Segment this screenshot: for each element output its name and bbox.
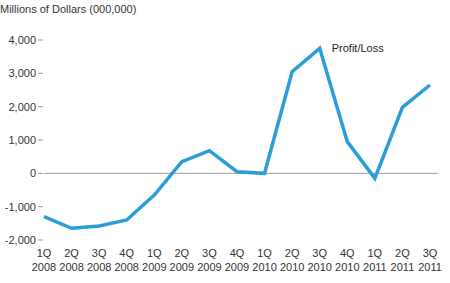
- x-tick-label: 4Q 2009: [225, 247, 249, 273]
- x-tick-label-line: 3Q: [423, 247, 438, 259]
- series-label: Profit/Loss: [332, 42, 384, 54]
- x-tick-label-line: 1Q: [37, 247, 52, 259]
- y-tick-label: 3,000: [8, 67, 36, 79]
- x-tick-label-line: 2011: [363, 261, 387, 273]
- y-tick-label: -2,000: [5, 234, 36, 246]
- x-tick-label-line: 2009: [225, 261, 249, 273]
- x-tick-label-line: 2008: [87, 261, 111, 273]
- x-tick-label-line: 2010: [252, 261, 276, 273]
- x-tick-label: 2Q 2009: [170, 247, 194, 273]
- x-tick-label: 2Q 2008: [59, 247, 83, 273]
- y-tick: [38, 206, 43, 207]
- x-tick-label: 4Q 2008: [114, 247, 138, 273]
- x-tick-label-line: 2008: [59, 261, 83, 273]
- x-tick-label-line: 2009: [197, 261, 221, 273]
- y-tick: [38, 173, 43, 174]
- x-tick-label: 2Q 2010: [280, 247, 304, 273]
- x-tick-label-line: 1Q: [368, 247, 383, 259]
- y-tick-label: 1,000: [8, 134, 36, 146]
- x-tick-label-line: 4Q: [230, 247, 245, 259]
- x-tick-label: 3Q 2011: [418, 247, 442, 273]
- series-line: [44, 48, 430, 228]
- x-tick-label-line: 2Q: [64, 247, 79, 259]
- y-tick-label: -1,000: [5, 201, 36, 213]
- plot-area: [44, 48, 430, 228]
- x-tick-label-line: 4Q: [340, 247, 355, 259]
- x-tick-label: 3Q 2008: [87, 247, 111, 273]
- x-tick-label: 4Q 2010: [335, 247, 359, 273]
- x-tick-label-line: 2011: [391, 261, 415, 273]
- x-tick-label: 3Q 2010: [307, 247, 331, 273]
- y-tick: [38, 140, 43, 141]
- x-tick-label-line: 2009: [142, 261, 166, 273]
- y-tick-label: 2,000: [8, 101, 36, 113]
- x-tick-label-line: 2011: [418, 261, 442, 273]
- chart: Millions of Dollars (000,000) -2,000 -1,00…: [0, 0, 450, 283]
- x-tick-label-line: 1Q: [257, 247, 272, 259]
- x-tick-label-line: 2010: [335, 261, 359, 273]
- x-tick-label: 1Q 2008: [32, 247, 56, 273]
- x-tick-label: 1Q 2010: [252, 247, 276, 273]
- x-tick-label-line: 4Q: [119, 247, 134, 259]
- x-tick-label-line: 2008: [114, 261, 138, 273]
- y-tick: [38, 40, 43, 41]
- x-tick-label: 1Q 2011: [363, 247, 387, 273]
- x-tick-label-line: 2010: [280, 261, 304, 273]
- y-tick: [38, 73, 43, 74]
- x-tick-label-line: 2Q: [395, 247, 410, 259]
- x-tick-label-line: 3Q: [202, 247, 217, 259]
- x-tick-label-line: 2008: [32, 261, 56, 273]
- x-tick-label: 2Q 2011: [391, 247, 415, 273]
- y-axis-title: Millions of Dollars (000,000): [0, 3, 136, 15]
- x-tick-label: 3Q 2009: [197, 247, 221, 273]
- y-tick: [38, 240, 43, 241]
- y-tick-label: 4,000: [8, 34, 36, 46]
- y-tick-label: 0: [30, 167, 36, 179]
- x-tick-label-line: 1Q: [147, 247, 162, 259]
- y-tick: [38, 106, 43, 107]
- x-tick-label-line: 2Q: [285, 247, 300, 259]
- x-tick-label-line: 3Q: [312, 247, 327, 259]
- x-tick-label-line: 2Q: [175, 247, 190, 259]
- x-tick-label-line: 3Q: [92, 247, 107, 259]
- x-tick-label-line: 2010: [307, 261, 331, 273]
- x-tick-label: 1Q 2009: [142, 247, 166, 273]
- x-tick-label-line: 2009: [170, 261, 194, 273]
